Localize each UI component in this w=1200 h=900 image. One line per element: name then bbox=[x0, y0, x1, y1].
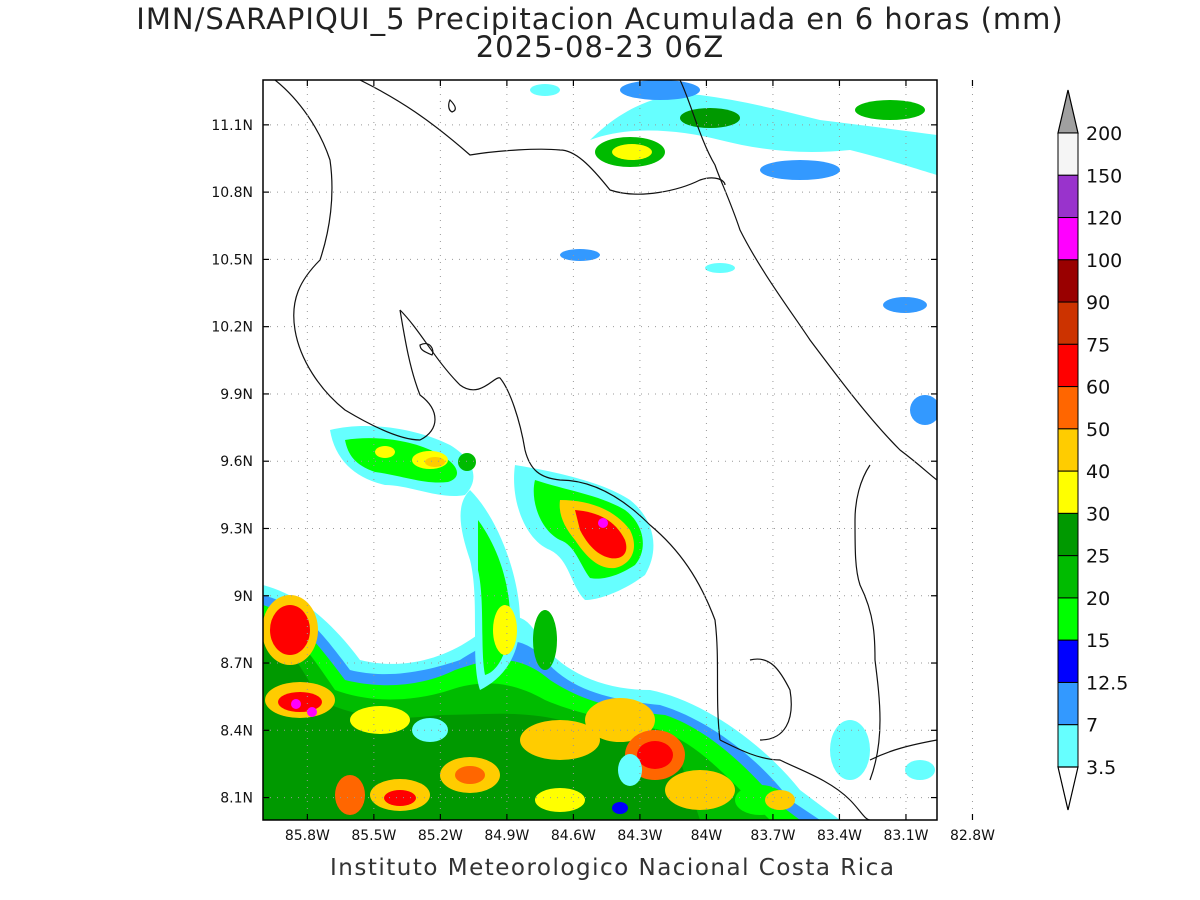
colorbar-swatch bbox=[1057, 681, 1079, 726]
precipitation-field bbox=[263, 80, 937, 820]
map-frame bbox=[262, 79, 938, 821]
lat-tick-label: 9N bbox=[234, 589, 253, 605]
gridlines bbox=[263, 80, 973, 820]
colorbar-swatch bbox=[1057, 428, 1079, 472]
colorbar-label: 15 bbox=[1086, 630, 1110, 652]
colorbar: 200 150 120 100 90 75 60 50 40 30 25 20 15 12.5 7 3.5 bbox=[1057, 89, 1128, 811]
lat-tick-label: 9.6N bbox=[220, 454, 253, 470]
rain-band-central bbox=[460, 490, 557, 690]
colorbar-label: 30 bbox=[1086, 503, 1110, 525]
colorbar-label: 200 bbox=[1086, 123, 1122, 145]
lon-tick-label: 85.2W bbox=[418, 828, 463, 844]
colorbar-label: 120 bbox=[1086, 208, 1122, 230]
lon-tick-label: 85.8W bbox=[285, 828, 330, 844]
lat-tick-label: 9.3N bbox=[220, 521, 253, 537]
colorbar-label: 60 bbox=[1086, 377, 1110, 399]
lon-tick-label: 84.3W bbox=[617, 828, 662, 844]
lon-tick-label: 82.8W bbox=[950, 828, 995, 844]
colorbar-label: 7 bbox=[1086, 715, 1098, 737]
lon-tick-label: 85.5W bbox=[351, 828, 396, 844]
lat-tick-label: 11.1N bbox=[211, 118, 253, 134]
lat-tick-label: 8.1N bbox=[220, 791, 253, 807]
colorbar-label: 90 bbox=[1086, 292, 1110, 314]
colorbar-label: 50 bbox=[1086, 419, 1110, 441]
lat-tick-label: 10.2N bbox=[211, 320, 253, 336]
map-subtitle: 2025-08-23 06Z bbox=[475, 30, 725, 64]
lon-tick-label: 84.9W bbox=[484, 828, 529, 844]
lat-tick-label: 10.5N bbox=[211, 252, 253, 268]
colorbar-swatch bbox=[1057, 259, 1079, 303]
colorbar-swatch bbox=[1057, 724, 1079, 768]
colorbar-swatch bbox=[1057, 343, 1079, 388]
colorbar-label: 150 bbox=[1086, 165, 1122, 187]
colorbar-swatch bbox=[1057, 639, 1079, 683]
lon-tick-label: 83.7W bbox=[750, 828, 795, 844]
colorbar-label: 25 bbox=[1086, 546, 1110, 568]
rain-band-north bbox=[530, 80, 937, 780]
colorbar-swatch bbox=[1057, 386, 1079, 430]
colorbar-label: 3.5 bbox=[1086, 757, 1116, 779]
lon-tick-label: 84W bbox=[691, 828, 723, 844]
lat-tick-label: 8.7N bbox=[220, 656, 253, 672]
lat-tick-label: 9.9N bbox=[220, 387, 253, 403]
lon-tick-label: 83.4W bbox=[817, 828, 862, 844]
colorbar-swatch bbox=[1057, 217, 1079, 261]
colorbar-swatch bbox=[1057, 555, 1079, 599]
lon-tick-label: 84.6W bbox=[551, 828, 596, 844]
rain-cell-central bbox=[514, 465, 654, 600]
colorbar-label: 12.5 bbox=[1086, 672, 1128, 694]
colorbar-label: 20 bbox=[1086, 588, 1110, 610]
colorbar-swatch bbox=[1057, 597, 1079, 641]
colorbar-swatch bbox=[1057, 174, 1079, 219]
lat-tick-label: 8.4N bbox=[220, 723, 253, 739]
colorbar-label: 100 bbox=[1086, 250, 1122, 272]
rain-band-gulf bbox=[330, 425, 476, 497]
map-title: IMN/SARAPIQUI_5 Precipitacion Acumulada … bbox=[136, 2, 1064, 36]
footer-credit: Instituto Meteorologico Nacional Costa R… bbox=[330, 855, 896, 881]
colorbar-swatch bbox=[1057, 301, 1079, 345]
colorbar-swatch bbox=[1057, 132, 1079, 176]
colorbar-under-arrow bbox=[1057, 766, 1079, 811]
colorbar-label: 40 bbox=[1086, 461, 1110, 483]
lon-tick-label: 83.1W bbox=[883, 828, 928, 844]
lat-tick-label: 10.8N bbox=[211, 185, 253, 201]
colorbar-over-arrow bbox=[1057, 89, 1079, 134]
axis-ticks: 85.8W 85.5W 85.2W 84.9W 84.6W 84.3W 84W 83.7W 83… bbox=[211, 80, 995, 844]
rain-band-southwest bbox=[263, 585, 840, 820]
colorbar-label: 75 bbox=[1086, 334, 1110, 356]
coastlines bbox=[274, 80, 937, 820]
colorbar-swatch bbox=[1057, 470, 1079, 514]
colorbar-swatch bbox=[1057, 512, 1079, 557]
